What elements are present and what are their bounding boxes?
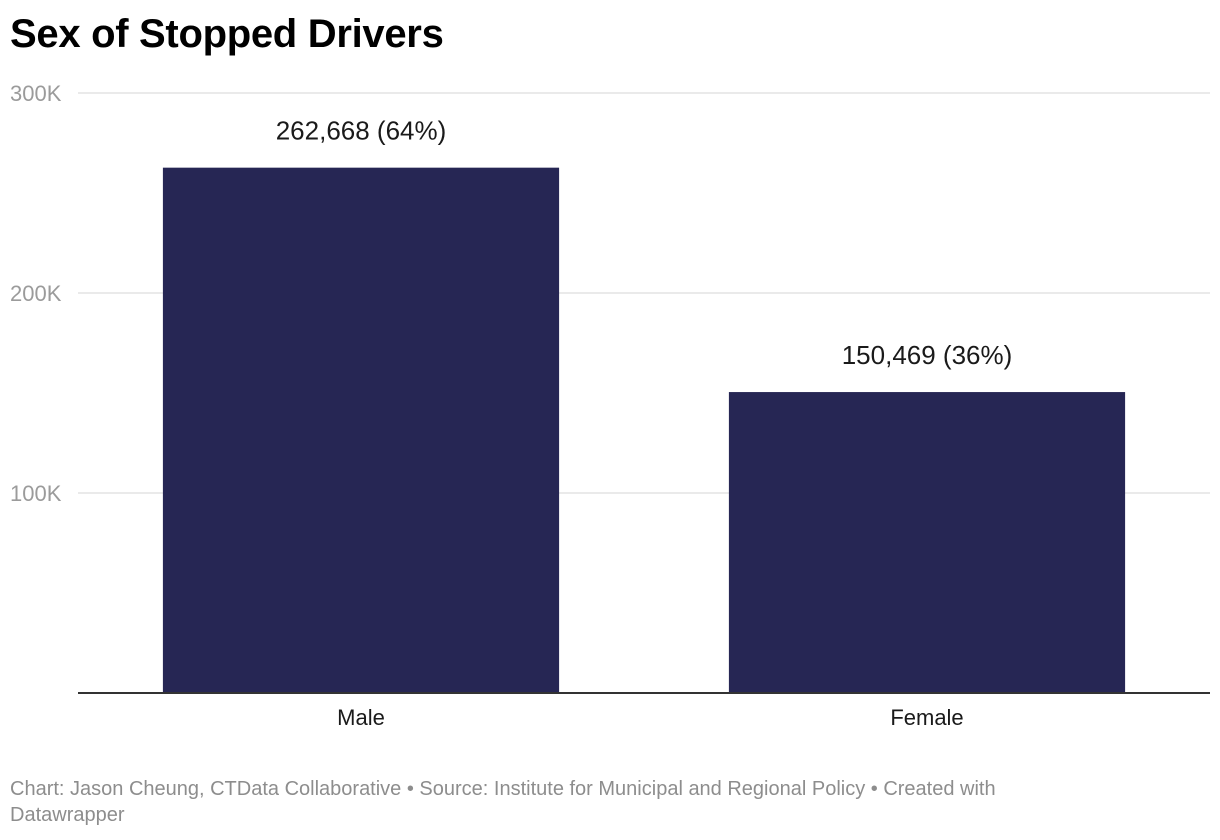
y-tick-label: 100K: [10, 481, 62, 506]
y-tick-label: 300K: [10, 81, 62, 106]
y-axis-ticks: 100K 200K 300K: [10, 81, 62, 506]
data-label-female: 150,469 (36%): [842, 340, 1013, 370]
y-tick-label: 200K: [10, 281, 62, 306]
data-label-male: 262,668 (64%): [276, 116, 447, 146]
data-labels: 262,668 (64%) 150,469 (36%): [276, 116, 1013, 370]
bars: [162, 167, 1126, 693]
chart-title: Sex of Stopped Drivers: [10, 12, 444, 56]
x-tick-label-male: Male: [337, 705, 385, 730]
x-tick-label-female: Female: [890, 705, 963, 730]
x-axis-ticks: Male Female: [337, 705, 964, 730]
bar-female: [728, 392, 1126, 693]
chart-credit: Chart: Jason Cheung, CTData Collaborativ…: [10, 778, 996, 826]
bar-male: [162, 167, 560, 693]
